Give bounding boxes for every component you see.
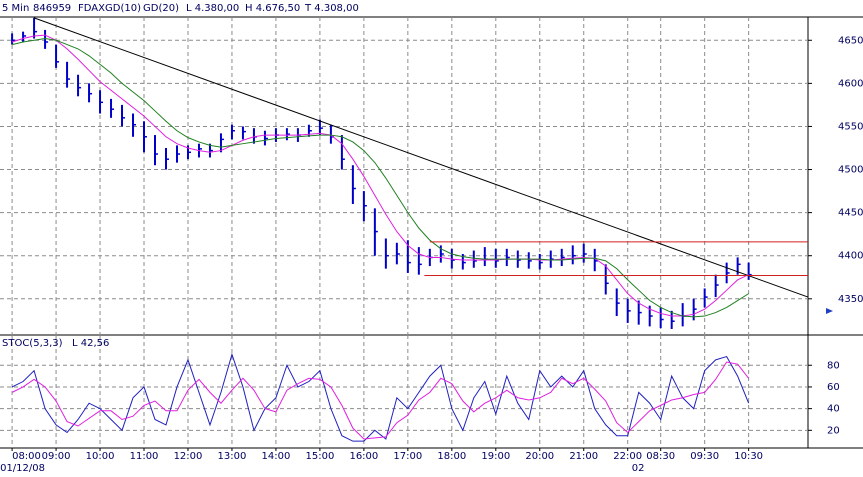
y-tick-label: 4650 <box>838 35 863 46</box>
trendline <box>33 17 809 298</box>
header-text: 846959 <box>33 3 71 14</box>
last-price-marker <box>826 308 833 314</box>
x-tick-label: 10:30 <box>734 451 763 462</box>
x-tick-label: 09:00 <box>42 451 71 462</box>
line-series <box>11 38 749 318</box>
x-tick-label: 18:00 <box>437 451 466 462</box>
x-tick-label: 16:00 <box>349 451 378 462</box>
x-sublabel: 01/12/08 <box>0 463 45 474</box>
legend-entry: GD(20) <box>143 3 179 14</box>
x-tick-label: 09:30 <box>690 451 719 462</box>
legend-entry: GD(10) <box>105 3 141 14</box>
x-tick-label: 20:00 <box>525 451 554 462</box>
x-tick-label: 13:00 <box>218 451 247 462</box>
x-tick-label: 08:30 <box>646 451 675 462</box>
stat-text: L 4.380,00 <box>186 3 239 14</box>
x-tick-label: 11:00 <box>130 451 159 462</box>
y-tick-label: 60 <box>827 382 840 393</box>
x-tick-label: 19:00 <box>481 451 510 462</box>
y-tick-label: 4350 <box>838 294 863 305</box>
x-sublabel: 02 <box>632 463 645 474</box>
line-series <box>11 34 749 317</box>
line-series <box>11 352 750 442</box>
header-text: 5 Min <box>2 3 29 14</box>
x-tick-label: 10:00 <box>86 451 115 462</box>
y-tick-label: 20 <box>827 425 840 436</box>
x-tick-label: 15:00 <box>305 451 334 462</box>
line-series <box>11 361 750 440</box>
y-tick-label: 4550 <box>838 121 863 132</box>
x-tick-label: 17:00 <box>393 451 422 462</box>
stat-text: H 4.676,50 <box>245 3 300 14</box>
panel-title: STOC(5,3,3) <box>2 338 63 349</box>
x-tick-label: 12:00 <box>174 451 203 462</box>
header-text: FDAX <box>78 3 105 14</box>
y-tick-label: 4450 <box>838 208 863 219</box>
x-tick-label: 21:00 <box>569 451 598 462</box>
y-tick-label: 4500 <box>838 165 863 176</box>
x-tick-label: 14:00 <box>262 451 291 462</box>
y-tick-label: 4600 <box>838 78 863 89</box>
stat-text: T 4.308,00 <box>304 3 359 14</box>
y-tick-label: 4400 <box>838 251 863 262</box>
x-tick-label: 08:00 <box>12 451 41 462</box>
stat-text: L 42,56 <box>72 338 109 349</box>
y-tick-label: 40 <box>827 404 840 415</box>
x-tick-label: 22:00 <box>613 451 642 462</box>
y-tick-label: 80 <box>827 360 840 371</box>
